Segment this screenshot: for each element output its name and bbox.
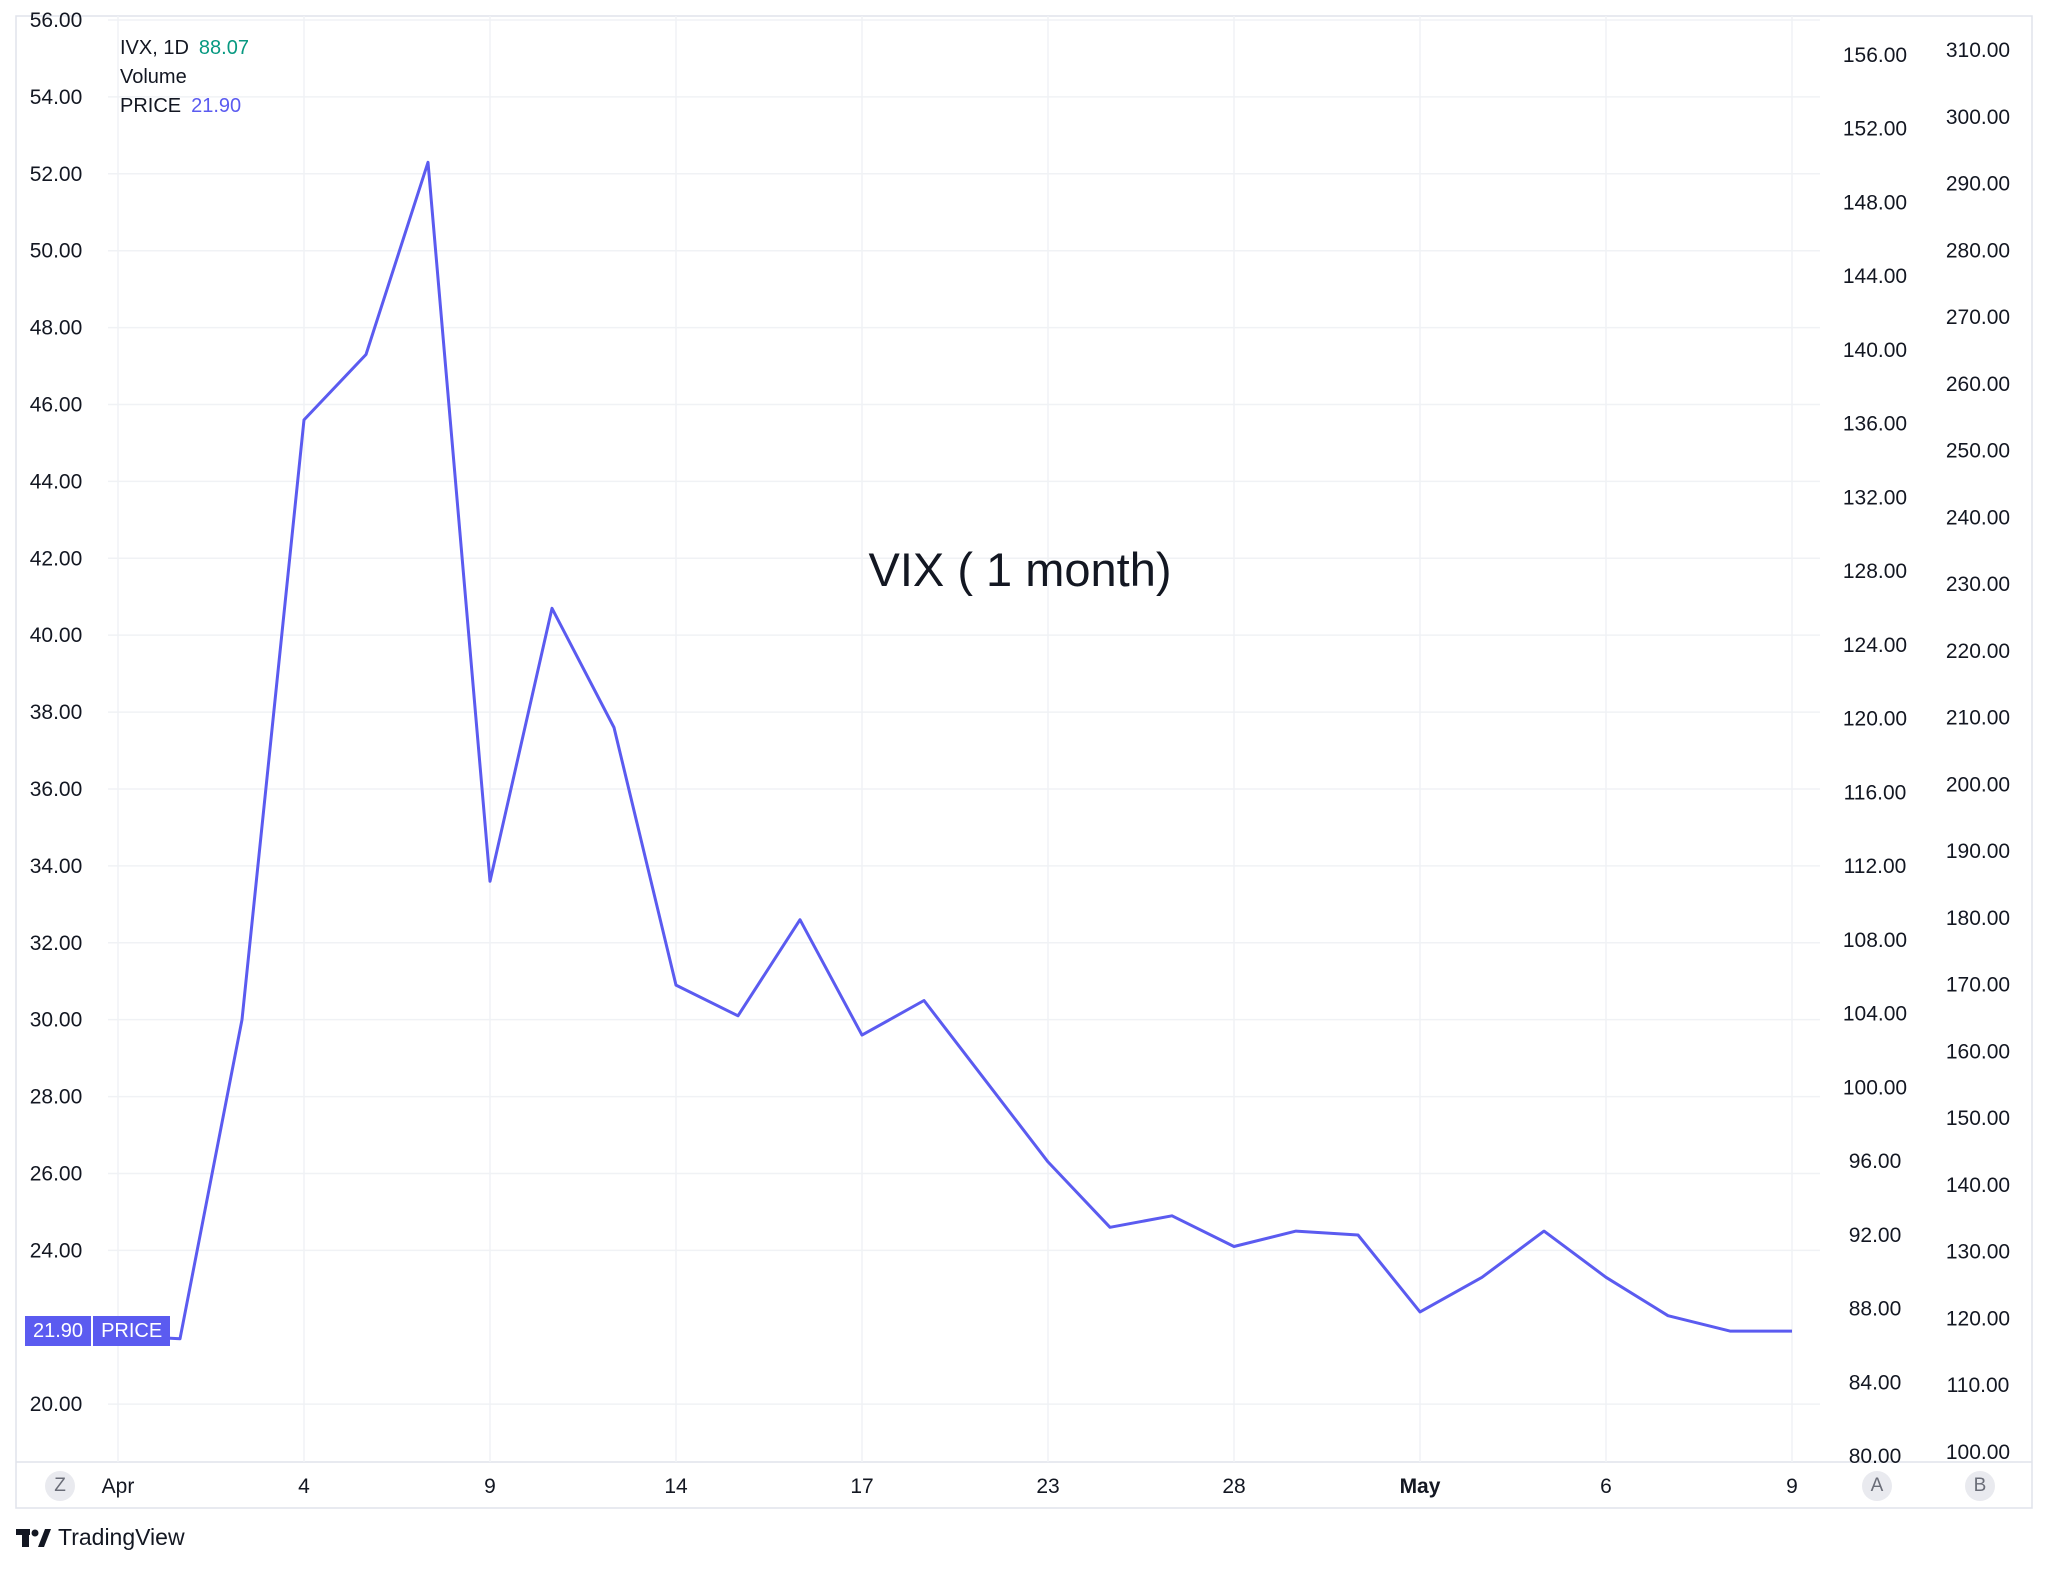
y-right2-tick-label: 220.00	[1946, 640, 2010, 663]
y-right2-tick-label: 300.00	[1946, 106, 2010, 129]
y-right1-tick-label: 124.00	[1843, 634, 1907, 657]
y-left-tick-label: 52.00	[30, 163, 83, 186]
y-right2-tick-label: 240.00	[1946, 506, 2010, 529]
legend-volume-row[interactable]: Volume	[120, 63, 249, 92]
right-price-axis-1[interactable]: 80.00 84.00 88.00 92.00 96.00 100.00 104.00 108…	[1843, 44, 1907, 1468]
y-right1-tick-label: 156.00	[1843, 44, 1907, 67]
y-left-tick-label: 24.00	[30, 1239, 83, 1262]
x-tick-label: 28	[1222, 1475, 1245, 1498]
chart-frame	[15, 15, 2033, 1509]
y-right2-tick-label: 250.00	[1946, 440, 2010, 463]
left-price-axis[interactable]: 20.00 24.00 26.00 28.00 30.00 32.00 34.00 36.00…	[30, 9, 83, 1416]
y-right1-tick-label: 136.00	[1843, 413, 1907, 436]
y-right2-tick-label: 280.00	[1946, 239, 2010, 262]
x-tick-label: 4	[298, 1475, 310, 1498]
y-right1-tick-label: 104.00	[1843, 1003, 1907, 1026]
y-right1-tick-label: 108.00	[1843, 929, 1907, 952]
y-right1-tick-label: 96.00	[1849, 1150, 1902, 1173]
y-right2-tick-label: 310.00	[1946, 39, 2010, 62]
legend-price-row[interactable]: PRICE 21.90	[120, 92, 249, 121]
price-series-line[interactable]	[107, 160, 1792, 1341]
y-right2-tick-label: 190.00	[1946, 840, 2010, 863]
x-tick-label: May	[1400, 1475, 1441, 1498]
brand[interactable]: TradingView	[16, 1524, 185, 1551]
y-left-tick-label: 42.00	[30, 547, 83, 570]
x-tick-label: 23	[1036, 1475, 1059, 1498]
time-axis[interactable]: Apr 4 9 14 17 23 28 May 6 9	[102, 1475, 1798, 1498]
y-right1-tick-label: 88.00	[1849, 1298, 1902, 1321]
x-tick-label: 9	[1786, 1475, 1798, 1498]
right-price-axis-2[interactable]: 100.00 110.00 120.00 130.00 140.00 150.00 160.…	[1946, 39, 2010, 1464]
y-right2-tick-label: 110.00	[1947, 1374, 2010, 1397]
y-left-tick-label: 50.00	[30, 240, 83, 263]
y-left-tick-label: 40.00	[30, 624, 83, 647]
y-right1-tick-label: 112.00	[1844, 855, 1907, 878]
brand-label: TradingView	[58, 1524, 185, 1550]
y-right1-tick-label: 152.00	[1843, 118, 1907, 141]
y-right2-tick-label: 230.00	[1946, 573, 2010, 596]
y-right2-tick-label: 100.00	[1946, 1441, 2010, 1464]
legend-volume: Volume	[120, 66, 187, 88]
y-right2-tick-label: 130.00	[1946, 1241, 2010, 1264]
grid-lines	[108, 16, 1820, 1462]
y-right2-tick-label: 180.00	[1946, 907, 2010, 930]
y-left-tick-label: 54.00	[30, 86, 83, 109]
y-left-tick-label: 46.00	[30, 393, 83, 416]
y-left-tick-label: 36.00	[30, 778, 83, 801]
legend-symbol-row[interactable]: IVX, 1D 88.07	[120, 34, 249, 63]
y-right1-tick-label: 92.00	[1849, 1224, 1902, 1247]
price-tag: 21.90 PRICE	[25, 1316, 171, 1346]
legend-symbol: IVX, 1D	[120, 37, 189, 59]
y-right2-tick-label: 260.00	[1946, 373, 2010, 396]
y-left-tick-label: 26.00	[30, 1162, 83, 1185]
chart-legend: IVX, 1D 88.07 Volume PRICE 21.90	[120, 34, 249, 121]
y-left-tick-label: 30.00	[30, 1009, 83, 1032]
y-right2-tick-label: 170.00	[1946, 974, 2010, 997]
y-right2-tick-label: 120.00	[1946, 1307, 2010, 1330]
auto-scale-button[interactable]: A	[1862, 1471, 1892, 1501]
x-tick-label: 17	[850, 1475, 873, 1498]
y-right1-tick-label: 140.00	[1843, 339, 1907, 362]
chart-annotation: VIX ( 1 month)	[868, 543, 1172, 596]
zoom-button[interactable]: Z	[45, 1471, 75, 1501]
price-tag-value: 21.90	[25, 1316, 92, 1346]
legend-symbol-value: 88.07	[198, 37, 249, 59]
y-right1-tick-label: 120.00	[1843, 708, 1907, 731]
y-right1-tick-label: 100.00	[1843, 1076, 1907, 1099]
y-left-tick-label: 34.00	[30, 855, 83, 878]
x-tick-label: Apr	[102, 1475, 135, 1498]
y-left-tick-label: 56.00	[30, 9, 83, 32]
x-tick-label: 9	[484, 1475, 496, 1498]
y-right2-tick-label: 270.00	[1946, 306, 2010, 329]
price-tag-separator	[91, 1316, 94, 1346]
y-right2-tick-label: 150.00	[1946, 1107, 2010, 1130]
legend-price: PRICE	[120, 95, 182, 117]
price-tag-label: PRICE	[93, 1316, 171, 1346]
y-right1-tick-label: 80.00	[1849, 1445, 1902, 1468]
y-right2-tick-label: 160.00	[1946, 1040, 2010, 1063]
y-right1-tick-label: 116.00	[1844, 781, 1907, 804]
x-tick-label: 6	[1600, 1475, 1612, 1498]
y-right2-tick-label: 200.00	[1946, 773, 2010, 796]
y-right1-tick-label: 84.00	[1849, 1371, 1902, 1394]
y-left-tick-label: 38.00	[30, 701, 83, 724]
x-tick-label: 14	[664, 1475, 688, 1498]
y-right1-tick-label: 144.00	[1843, 265, 1907, 288]
y-left-tick-label: 32.00	[30, 932, 83, 955]
y-left-tick-label: 44.00	[30, 470, 83, 493]
y-right2-tick-label: 210.00	[1946, 707, 2010, 730]
y-left-tick-label: 48.00	[30, 317, 83, 340]
y-right1-tick-label: 128.00	[1843, 560, 1907, 583]
legend-price-value: 21.90	[191, 95, 242, 117]
y-right2-tick-label: 140.00	[1946, 1174, 2010, 1197]
y-left-tick-label: 20.00	[30, 1393, 83, 1416]
y-right1-tick-label: 148.00	[1843, 191, 1907, 214]
scale-mode-button[interactable]: B	[1965, 1471, 1995, 1501]
y-right2-tick-label: 290.00	[1946, 173, 2010, 196]
y-right1-tick-label: 132.00	[1843, 486, 1907, 509]
y-left-tick-label: 28.00	[30, 1086, 83, 1109]
tradingview-logo-icon	[16, 1528, 51, 1547]
